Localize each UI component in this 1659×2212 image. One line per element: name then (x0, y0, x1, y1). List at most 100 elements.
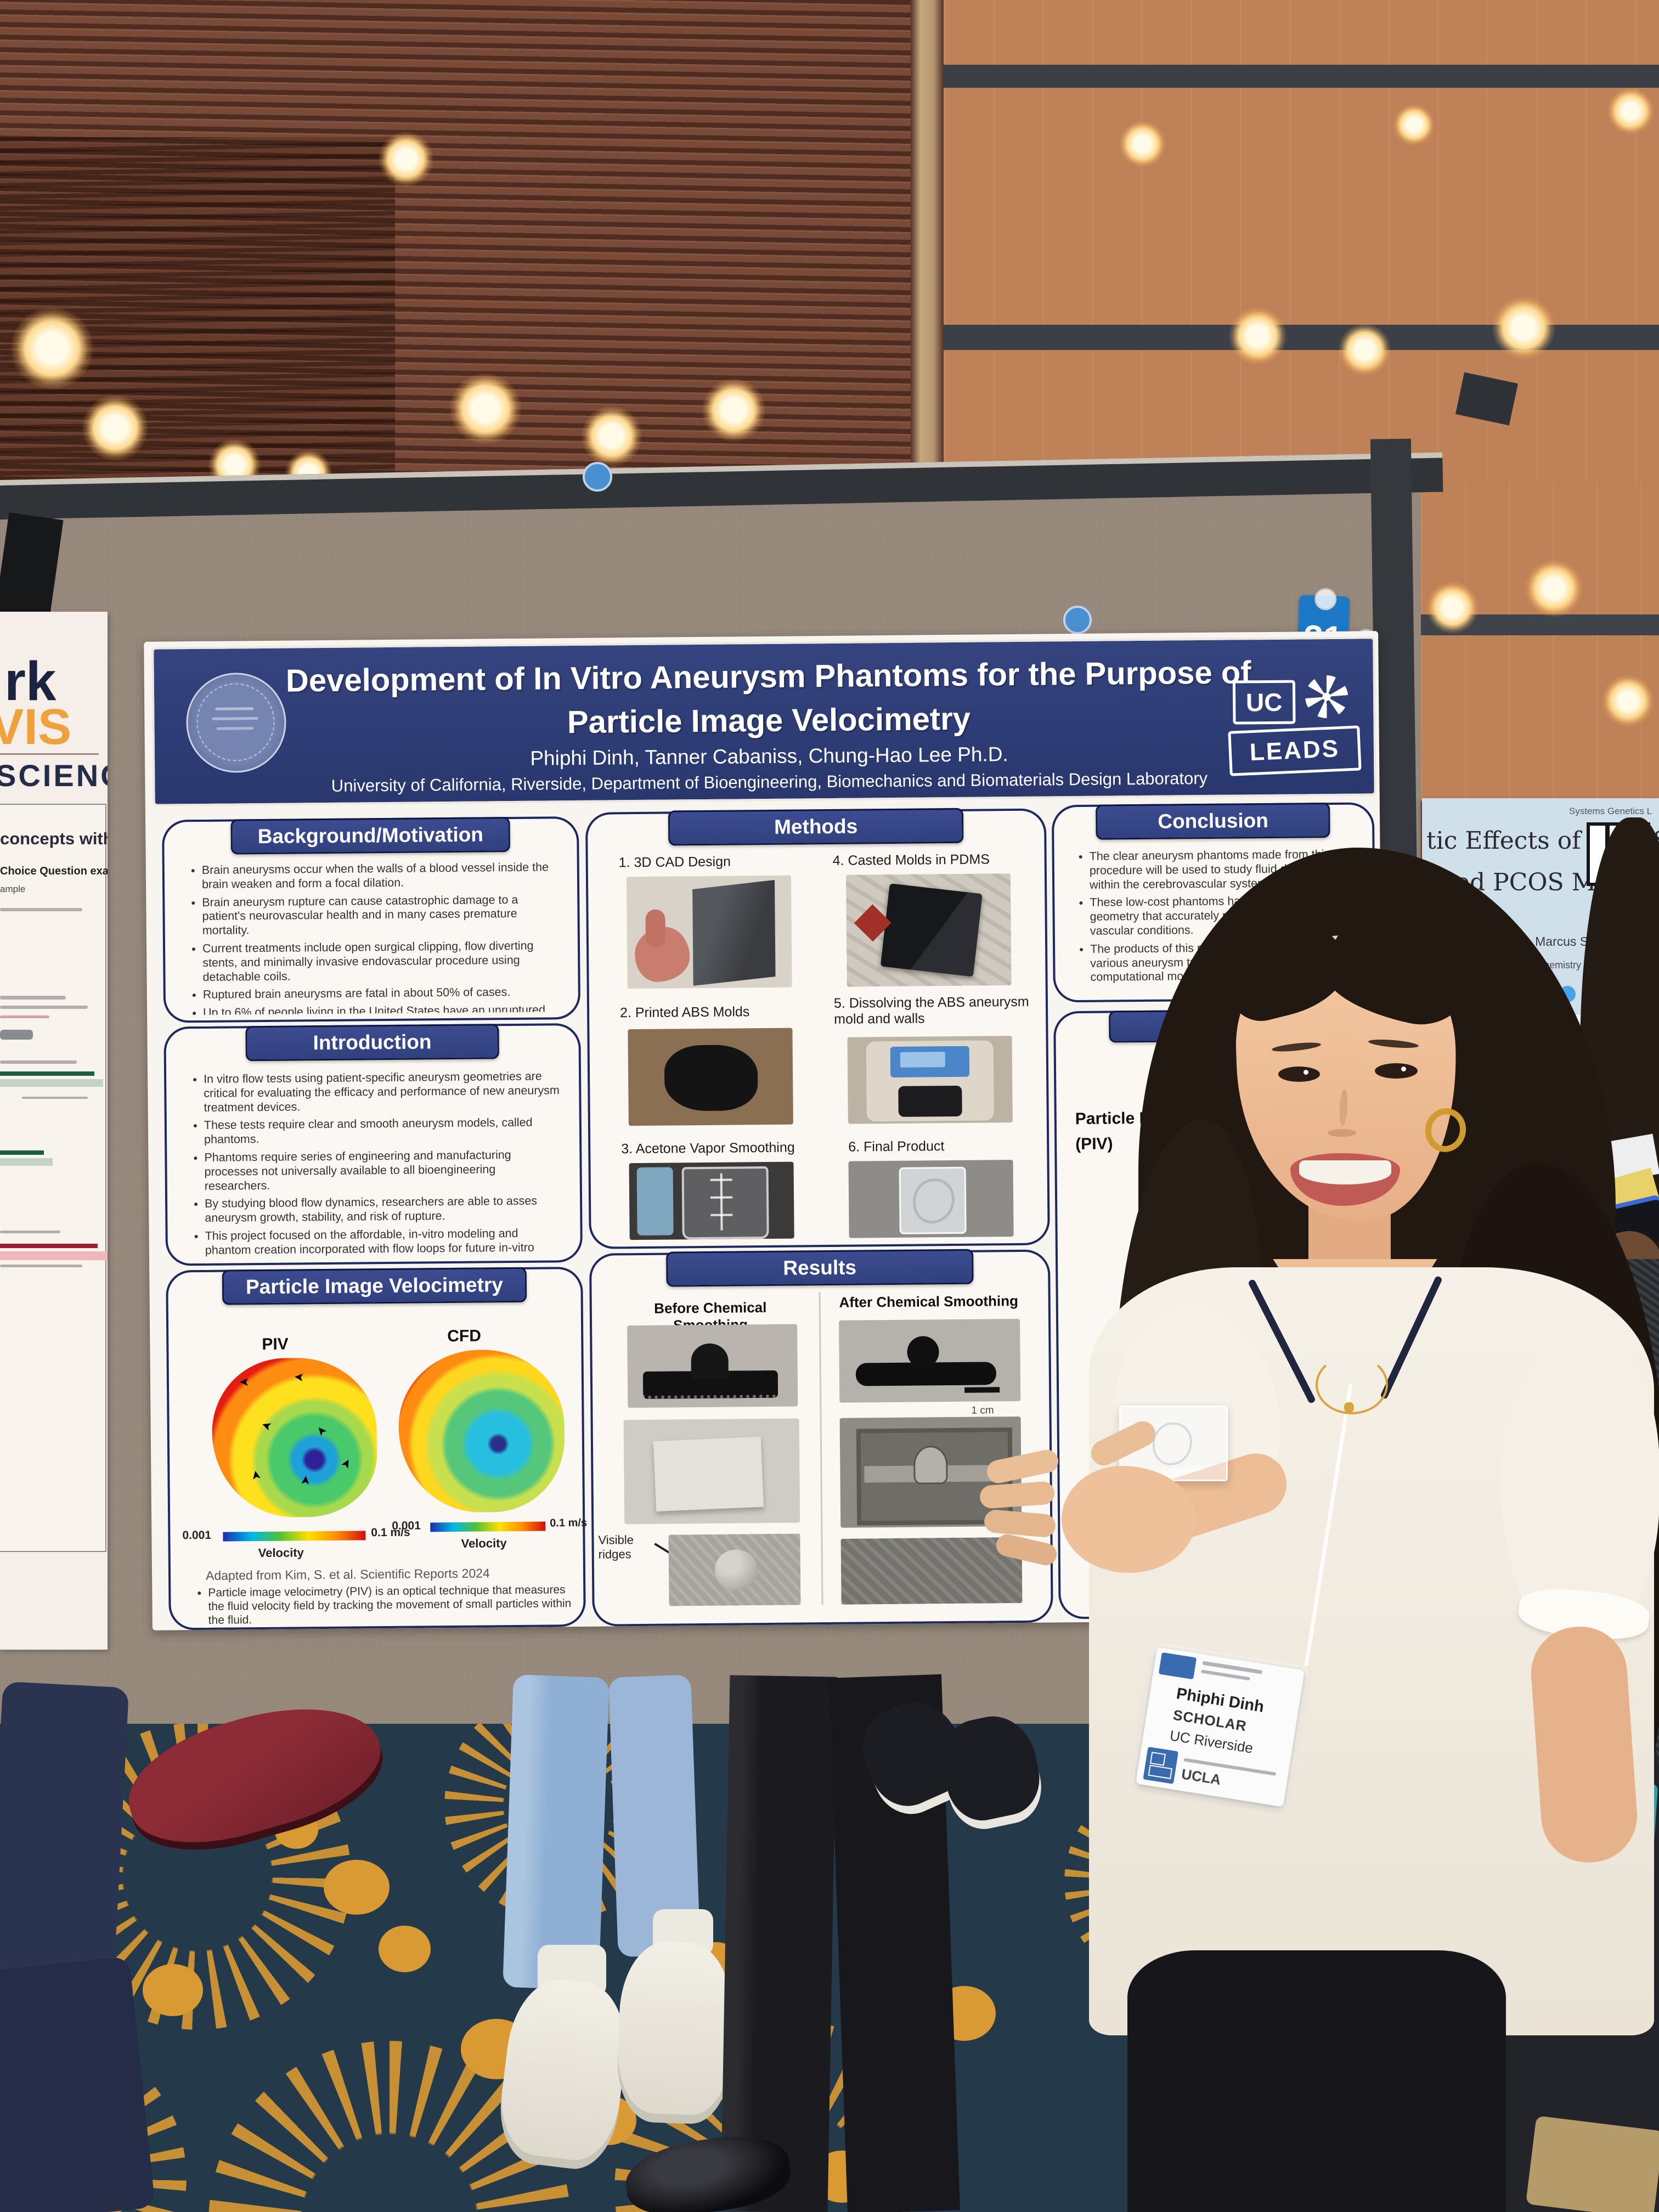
info-dot-icon (1559, 986, 1576, 1002)
piv-colorbar-caption: Velocity (258, 1545, 304, 1560)
ceiling-light (1492, 296, 1555, 359)
piv-side-heading-line1: Particle Image Velocimetry (1075, 1108, 1284, 1128)
bullet: Phantoms require series of engineering a… (204, 1148, 565, 1193)
after-image-3 (840, 1537, 1023, 1605)
section-piv-header: Particle Image Velocimetry (222, 1267, 527, 1305)
left-poster-logo-fragment: VIS (0, 699, 72, 755)
section-introduction-header: Introduction (245, 1024, 499, 1062)
scale-bar-label: 1 cm (971, 1404, 994, 1417)
poster-authors: Phiphi Dinh, Tanner Cabaniss, Chung-Hao … (530, 743, 1008, 770)
ceiling-light (1119, 121, 1166, 167)
ucleads-logo: UC LEADS (1228, 673, 1367, 778)
left-poster-text-fragment: Choice Question examples (0, 865, 108, 877)
section-background-title: Background/Motivation (257, 823, 484, 848)
main-poster: Development of In Vitro Aneurysm Phantom… (144, 631, 1387, 1630)
ceiling-light (1602, 675, 1654, 727)
cfd-plot-label: CFD (447, 1327, 482, 1346)
bullet: These tests require clear and smooth ane… (204, 1116, 564, 1147)
piv-arrow-icon: ➤ (298, 1475, 313, 1486)
terracotta-wall-right (1377, 483, 1659, 801)
rough-dome-shape (691, 1343, 729, 1379)
ceiling-light (11, 307, 93, 390)
method-step-6-label: 6. Final Product (848, 1138, 945, 1155)
left-poster-bar-green-dark (0, 1150, 44, 1155)
carpet-dot (379, 1926, 431, 1972)
abs-mold-shape (664, 1045, 758, 1111)
section-piv: Particle Image Velocimetry PIV CFD ➤ ➤ ➤… (166, 1266, 587, 1630)
piv-arrow-icon: ➤ (293, 1370, 305, 1385)
bullet: By studying blood flow dynamics, researc… (205, 1194, 565, 1226)
ucleads-uc-label: UC (1245, 687, 1283, 717)
device-screen (890, 1046, 970, 1078)
carpet-dot (324, 1860, 390, 1915)
section-piv-side: Particle Image Velocimetry (PIV) • A c w… (1053, 1008, 1381, 1620)
section-conclusion-header: Conclusion (1096, 802, 1331, 840)
method-step-5-label: 5. Dissolving the ABS aneurysm mold and … (833, 994, 1029, 1027)
ceiling-wood-slats (0, 0, 911, 494)
beaker-tick (710, 1196, 733, 1199)
ridged-sphere-shape (714, 1549, 758, 1590)
cfd-colorbar-caption: Velocity (461, 1536, 507, 1550)
beaker-shape (681, 1166, 769, 1240)
left-poster-bar-green-light (0, 1158, 53, 1166)
ceiling-seam (911, 0, 944, 494)
piv-arrow-icon: ➤ (248, 1469, 264, 1482)
piv-arrow-icon: ➤ (239, 1375, 250, 1390)
bullet: Ruptured brain aneurysms are fatal in ab… (203, 985, 563, 1003)
poster-title-band: Development of In Vitro Aneurysm Phantom… (151, 636, 1376, 806)
bullet: Brain aneurysm rupture can cause catastr… (202, 893, 562, 938)
bullet: The products of this research will be us… (1090, 940, 1363, 985)
ceiling-light (1426, 582, 1479, 634)
phantom-swirl (912, 1178, 955, 1224)
method-step-5-image (847, 1036, 1013, 1124)
section-piv-title: Particle Image Velocimetry (245, 1273, 504, 1299)
section-introduction: Introduction In vitro flow tests using p… (163, 1023, 583, 1266)
carpet-dot (143, 1964, 203, 2016)
ucleads-leads-box: LEADS (1228, 725, 1362, 776)
piv-plot-label: PIV (262, 1335, 289, 1354)
results-divider (819, 1292, 823, 1605)
left-poster-text-fragment: ample (0, 884, 26, 894)
section-results-title: Results (783, 1256, 857, 1279)
attendee-leg-jeans (503, 1674, 610, 1990)
piv-side-heading-line2: (PIV) (1075, 1135, 1113, 1154)
pdms-block-shape (653, 1436, 764, 1512)
bullet: Particle image velocimetry (PIV) is an o… (208, 1583, 572, 1624)
left-poster-gray-pill (0, 1030, 33, 1040)
method-step-1-image (626, 875, 792, 989)
rna-lab-label: Systems Genetics L (1569, 806, 1652, 816)
beaker-tick (710, 1214, 733, 1216)
bullet: Brain aneurysms occur when the walls of … (202, 860, 562, 891)
bullet: Up to 6% of people living in the United … (203, 1003, 563, 1015)
piv-side-fragment: w (1092, 1525, 1102, 1541)
poster-title-line1: Development of In Vitro Aneurysm Phantom… (285, 654, 1251, 699)
blurred-text-line (22, 1097, 88, 1099)
after-image-1 (839, 1318, 1021, 1403)
piv-arrow-icon: ➤ (313, 1423, 330, 1440)
ceiling-light (379, 132, 433, 187)
piv-colorbar-min: 0.001 (182, 1528, 212, 1542)
bullet: In vitro flow tests using patient-specif… (204, 1069, 564, 1115)
cfd-colorbar (430, 1521, 546, 1532)
section-background-body: Brain aneurysms occur when the walls of … (178, 860, 563, 1015)
atom-icon (1305, 675, 1348, 719)
blurred-text-line (0, 1060, 77, 1064)
section-methods: Methods 1. 3D CAD Design 4. Casted Molds… (585, 808, 1050, 1249)
attendee-hand-pen (1561, 1596, 1644, 1662)
piv-bullet-body: Particle image velocimetry (PIV) is an o… (184, 1583, 572, 1624)
left-poster-bar-green-dark (0, 1071, 94, 1076)
clear-phantom-shape (899, 1166, 967, 1234)
left-poster-title-fragment: rk (4, 651, 57, 712)
method-step-3-label: 3. Acetone Vapor Smoothing (621, 1139, 795, 1157)
section-results-header: Results (666, 1249, 974, 1287)
section-results: Results Before Chemical Smoothing After … (589, 1249, 1053, 1627)
cfd-colorbar-min: 0.001 (392, 1519, 421, 1532)
section-background-header: Background/Motivation (230, 817, 511, 855)
method-step-2-label: 2. Printed ABS Molds (619, 1004, 750, 1021)
section-background: Background/Motivation Brain aneurysms oc… (162, 816, 581, 1023)
ceiling-light (1393, 104, 1435, 145)
piv-arrow-icon: ➤ (259, 1418, 274, 1435)
blue-cloth-shape (636, 1167, 674, 1236)
device-screen-inner (900, 1052, 946, 1068)
blurred-text-line (0, 1015, 49, 1018)
